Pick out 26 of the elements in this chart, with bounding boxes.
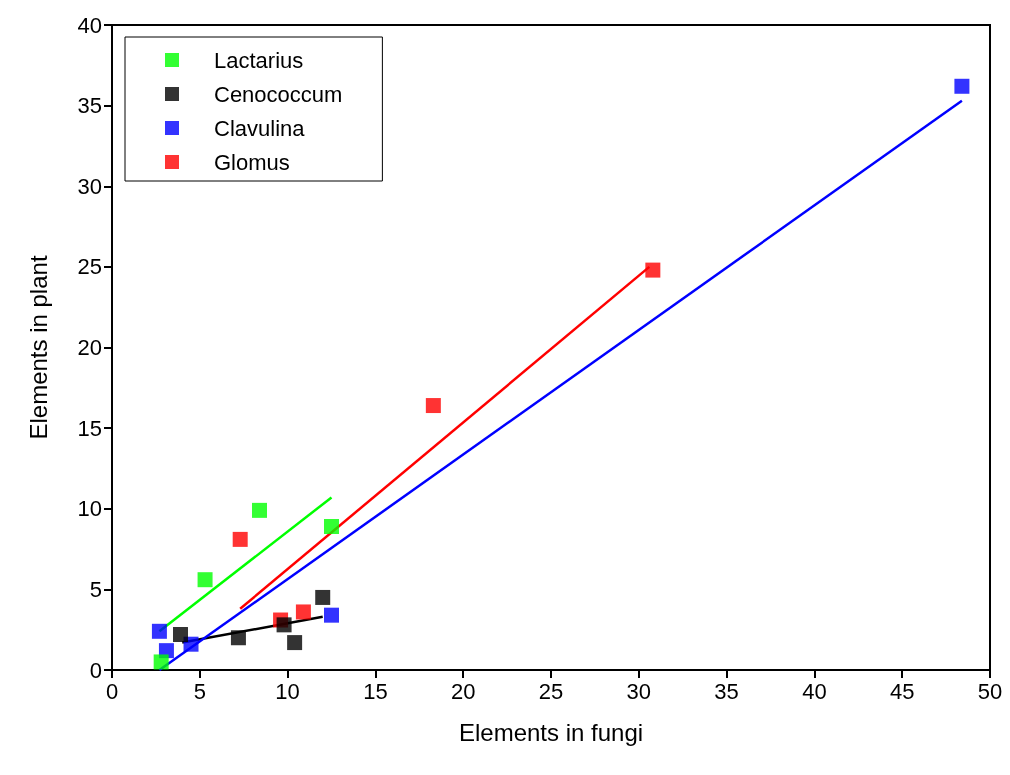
x-tick-label: 5	[193, 678, 206, 704]
y-tick-label: 0	[89, 657, 102, 683]
x-tick-label: 50	[977, 678, 1003, 704]
legend-label: Cenococcum	[214, 81, 343, 107]
x-tick-label: 0	[105, 678, 119, 704]
x-tick-label: 35	[714, 678, 739, 704]
legend-label: Clavulina	[214, 115, 306, 141]
x-tick-label: 25	[538, 678, 564, 704]
y-tick-label: 20	[77, 335, 102, 360]
legend-label: Glomus	[214, 149, 290, 175]
x-tick-label: 45	[889, 678, 915, 704]
y-tick-label: 25	[77, 254, 102, 280]
y-tick-label: 5	[89, 576, 102, 602]
y-tick-label: 15	[77, 415, 102, 441]
x-tick-label: 30	[626, 678, 652, 704]
x-axis-title: Elements in fungi	[458, 718, 644, 746]
y-axis-title: Elements in plant	[24, 255, 52, 440]
x-tick-label: 15	[363, 678, 388, 704]
x-tick-label: 10	[275, 678, 300, 704]
y-tick-label: 10	[77, 496, 102, 522]
legend-label: Lactarius	[214, 47, 304, 73]
x-tick-label: 40	[802, 678, 827, 704]
x-tick-label: 20	[450, 678, 476, 704]
y-tick-label: 35	[77, 93, 102, 119]
y-tick-label: 30	[77, 173, 102, 199]
y-tick-label: 40	[77, 12, 102, 38]
